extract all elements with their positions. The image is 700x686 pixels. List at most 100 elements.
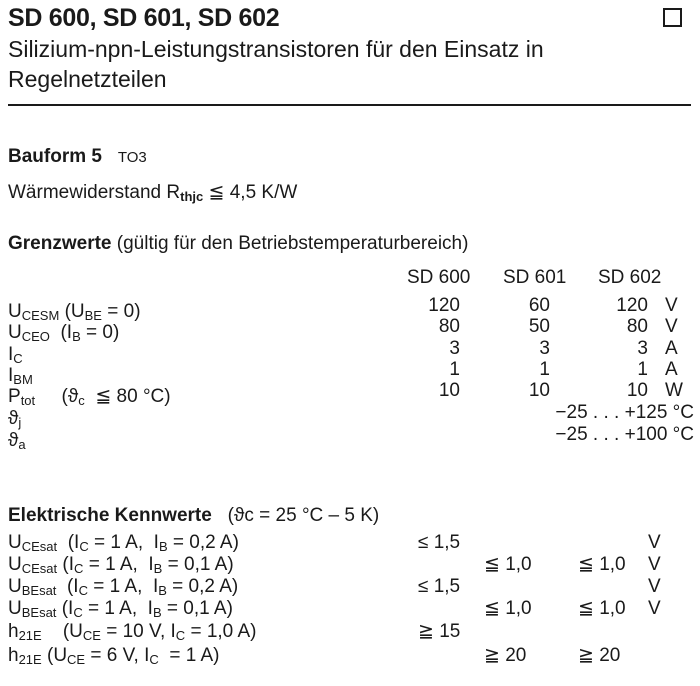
table-row: UBEsat (IC = 1 A, IB = 0,1 A) ≦ 1,0 ≦ 1,0 V bbox=[8, 598, 698, 620]
label-text: P bbox=[8, 386, 21, 407]
cell-value: 120 bbox=[616, 295, 648, 316]
bauform-label: Bauform 5 bbox=[8, 146, 102, 167]
empty-square-icon bbox=[663, 8, 682, 27]
cell-value: ≧ 15 bbox=[418, 621, 461, 642]
label-text: = 0) bbox=[101, 301, 141, 322]
table-row: IC 3 3 3 A bbox=[8, 339, 698, 366]
row-label: UCEO (IB = 0) bbox=[8, 322, 119, 344]
cell-unit: V bbox=[648, 598, 661, 619]
label-subscript: CEsat bbox=[21, 539, 58, 554]
label-subscript: B bbox=[153, 561, 163, 576]
cell-value: 10 bbox=[626, 380, 648, 401]
label-subscript: B bbox=[158, 539, 168, 554]
kennwerte-heading-line: Elektrische Kennwerte (ϑc = 25 °C – 5 K) bbox=[8, 505, 379, 527]
label-subscript: CE bbox=[82, 628, 101, 643]
row-label: ϑj bbox=[8, 408, 22, 430]
cell-unit: W bbox=[665, 380, 683, 401]
label-text: I bbox=[8, 344, 14, 365]
cell-value: 1 bbox=[637, 359, 648, 380]
label-text: = 0,1 A) bbox=[162, 554, 234, 575]
cell-value: ≧ 20 bbox=[484, 645, 527, 666]
table-row: h21E (UCE = 10 V, IC = 1,0 A) ≧ 15 bbox=[8, 621, 698, 643]
label-text: = 1,0 A) bbox=[185, 621, 257, 642]
label-text: U bbox=[8, 322, 22, 343]
label-subscript: BM bbox=[13, 372, 33, 387]
label-text: U bbox=[8, 554, 22, 575]
row-label: UBEsat (IC = 1 A, IB = 0,2 A) bbox=[8, 576, 238, 598]
table-row: UCEO (IB = 0) 80 50 80 V bbox=[8, 317, 698, 344]
label-text: = 0,1 A) bbox=[161, 598, 233, 619]
subtitle-line-1: Silizium-npn-Leistungstransistoren für d… bbox=[8, 36, 544, 62]
label-text: (U bbox=[41, 621, 83, 642]
cell-value: 1 bbox=[449, 359, 460, 380]
row-label: IC bbox=[8, 344, 23, 366]
cell-unit: V bbox=[665, 316, 678, 337]
label-subscript: B bbox=[152, 605, 162, 620]
cell-value: ≦ 1,0 bbox=[484, 554, 532, 575]
cell-value: 50 bbox=[528, 316, 550, 337]
cell-value: ≦ 1,0 bbox=[484, 598, 532, 619]
label-text: = 1 A, I bbox=[83, 554, 154, 575]
label-text: = 1 A, I bbox=[87, 576, 159, 597]
table-row: UCEsat (IC = 1 A, IB = 0,1 A) ≦ 1,0 ≦ 1,0 V bbox=[8, 554, 698, 576]
label-text: I bbox=[8, 365, 14, 386]
cell-value: 3 bbox=[539, 338, 550, 359]
label-text: (U bbox=[41, 645, 68, 666]
label-subscript: CESM bbox=[21, 308, 60, 323]
cell-value: 10 bbox=[438, 380, 460, 401]
cell-value: ≦ 1,0 bbox=[578, 598, 626, 619]
row-label: h21E (UCE = 10 V, IC = 1,0 A) bbox=[8, 621, 257, 643]
label-text: = 1 A, I bbox=[88, 532, 159, 553]
cell-unit: A bbox=[665, 359, 678, 380]
label-subscript: tot bbox=[20, 393, 36, 408]
label-subscript: CEO bbox=[21, 329, 50, 344]
row-label: Ptot (ϑc ≦ 80 °C) bbox=[8, 386, 171, 408]
label-text: (I bbox=[57, 532, 80, 553]
column-header-sd601: SD 601 bbox=[503, 267, 567, 288]
table-row: h21E (UCE = 6 V, IC = 1 A) ≧ 20 ≧ 20 bbox=[8, 645, 698, 667]
label-text: = 0,2 A) bbox=[167, 532, 239, 553]
kennwerte-note: (ϑc = 25 °C – 5 K) bbox=[227, 505, 380, 526]
cell-value: 3 bbox=[449, 338, 460, 359]
label-subscript: C bbox=[149, 652, 159, 667]
label-subscript: C bbox=[73, 605, 83, 620]
label-text: = 6 V, I bbox=[85, 645, 150, 666]
cell-unit: V bbox=[648, 576, 661, 597]
label-text: = 10 V, I bbox=[100, 621, 176, 642]
bauform-line: Bauform 5 TO3 bbox=[8, 146, 147, 168]
waermewiderstand-symbol: R bbox=[166, 182, 181, 203]
table-row: Ptot (ϑc ≦ 80 °C) 10 10 10 W bbox=[8, 381, 698, 408]
label-subscript: C bbox=[175, 628, 186, 643]
label-text: h bbox=[8, 645, 19, 666]
row-label: UCEsat (IC = 1 A, IB = 0,2 A) bbox=[8, 532, 239, 554]
label-text: (ϑ bbox=[35, 386, 79, 407]
label-subscript: j bbox=[18, 415, 22, 430]
divider bbox=[8, 104, 691, 106]
label-subscript: a bbox=[18, 437, 26, 452]
cell-value: 10 bbox=[528, 380, 550, 401]
row-label: UCESM (UBE = 0) bbox=[8, 301, 141, 323]
cell-value: ≤ 1,5 bbox=[418, 576, 461, 597]
label-text: U bbox=[8, 576, 22, 597]
cell-value: 3 bbox=[637, 338, 648, 359]
label-text: U bbox=[8, 532, 22, 553]
label-text: ϑ bbox=[8, 408, 19, 429]
label-text: (U bbox=[59, 301, 85, 322]
label-text: (I bbox=[56, 598, 74, 619]
cell-value: 1 bbox=[539, 359, 550, 380]
cell-unit: A bbox=[665, 338, 678, 359]
label-subscript: c bbox=[78, 393, 85, 408]
row-label: UBEsat (IC = 1 A, IB = 0,1 A) bbox=[8, 598, 233, 620]
cell-value: 60 bbox=[528, 295, 550, 316]
waermewiderstand-value: 4,5 K/W bbox=[229, 182, 298, 203]
cell-value: 120 bbox=[428, 295, 460, 316]
cell-value: ≤ 1,5 bbox=[418, 532, 461, 553]
waermewiderstand-line: Wärmewiderstand Rthjc ≦ 4,5 K/W bbox=[8, 181, 297, 204]
label-subscript: C bbox=[74, 561, 84, 576]
row-label: ϑa bbox=[8, 431, 26, 452]
label-subscript: C bbox=[13, 351, 23, 366]
label-text: ≦ 80 °C) bbox=[84, 386, 171, 407]
label-text: U bbox=[8, 301, 22, 322]
row-label: h21E (UCE = 6 V, IC = 1 A) bbox=[8, 645, 220, 667]
label-text: (I bbox=[56, 576, 79, 597]
